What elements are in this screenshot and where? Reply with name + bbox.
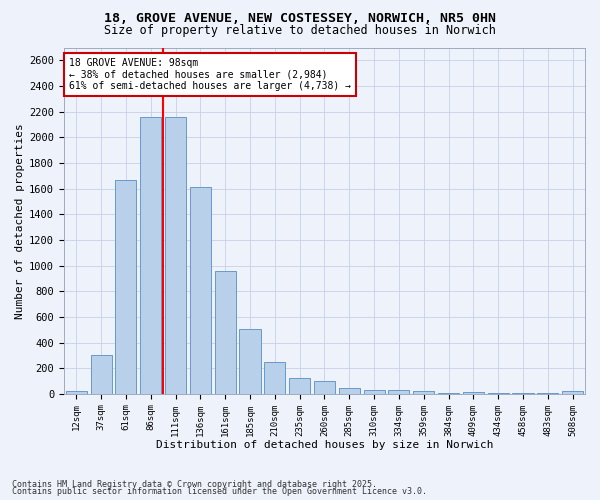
Bar [314,381,335,394]
Bar [537,393,559,394]
Text: 18, GROVE AVENUE, NEW COSTESSEY, NORWICH, NR5 0HN: 18, GROVE AVENUE, NEW COSTESSEY, NORWICH… [104,12,496,26]
Bar [413,392,434,394]
Text: Contains HM Land Registry data © Crown copyright and database right 2025.: Contains HM Land Registry data © Crown c… [12,480,377,489]
Bar [264,362,286,394]
X-axis label: Distribution of detached houses by size in Norwich: Distribution of detached houses by size … [155,440,493,450]
Bar [215,270,236,394]
Bar [190,186,211,394]
Bar [388,390,409,394]
Bar [115,180,136,394]
Bar [463,392,484,394]
Text: Size of property relative to detached houses in Norwich: Size of property relative to detached ho… [104,24,496,37]
Bar [239,329,260,394]
Bar [488,393,509,394]
Bar [165,117,186,394]
Bar [140,117,161,394]
Text: 18 GROVE AVENUE: 98sqm
← 38% of detached houses are smaller (2,984)
61% of semi-: 18 GROVE AVENUE: 98sqm ← 38% of detached… [69,58,351,91]
Bar [364,390,385,394]
Bar [289,378,310,394]
Bar [438,393,459,394]
Bar [339,388,360,394]
Bar [562,392,583,394]
Bar [66,392,87,394]
Text: Contains public sector information licensed under the Open Government Licence v3: Contains public sector information licen… [12,487,427,496]
Y-axis label: Number of detached properties: Number of detached properties [15,123,25,318]
Bar [91,356,112,394]
Bar [512,393,533,394]
